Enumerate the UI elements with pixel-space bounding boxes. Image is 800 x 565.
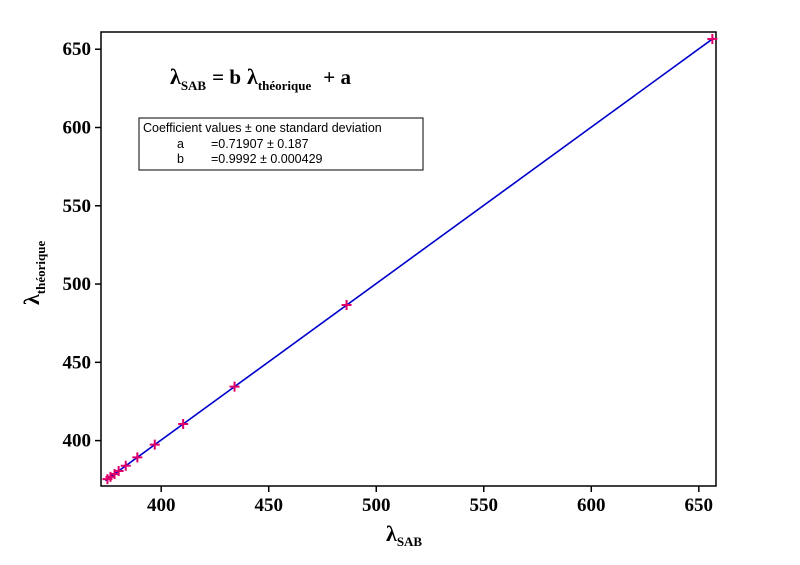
data-point — [178, 419, 189, 430]
y-axis-label-sub: théorique — [33, 241, 48, 295]
equation-lhs-sub: SAB — [181, 78, 207, 93]
fit-line — [104, 37, 715, 482]
y-tick-label: 400 — [63, 431, 92, 452]
y-axis-label: λthéorique — [19, 241, 48, 305]
x-axis: 400 450 500 550 600 650 — [147, 486, 713, 516]
equation-rhs-sub: théorique — [258, 78, 312, 93]
coefficient-b-value: =0.9992 ± 0.000429 — [211, 152, 323, 166]
data-point — [149, 439, 160, 450]
y-tick-label: 650 — [63, 39, 92, 60]
y-tick-label: 450 — [63, 352, 92, 373]
y-axis: 400 450 500 550 600 650 — [63, 39, 101, 452]
equation-lhs-symbol: λ — [170, 64, 181, 89]
x-axis-label: λSAB — [386, 521, 422, 549]
data-point — [707, 34, 718, 45]
x-tick-label: 550 — [470, 495, 499, 516]
data-point — [341, 300, 352, 311]
x-tick-label: 400 — [147, 495, 176, 516]
x-axis-label-sub: SAB — [397, 534, 423, 549]
plot-frame — [100, 31, 717, 487]
x-tick-label: 500 — [362, 495, 391, 516]
coefficients-header: Coefficient values ± one standard deviat… — [143, 121, 382, 135]
data-point — [132, 452, 143, 463]
y-tick-label: 600 — [63, 117, 92, 138]
equation-tail: + a — [323, 65, 351, 89]
data-points — [102, 34, 718, 485]
x-tick-label: 450 — [254, 495, 283, 516]
coefficient-b-name: b — [177, 152, 184, 166]
coefficients-box: Coefficient values ± one standard deviat… — [138, 117, 424, 171]
x-tick-label: 600 — [577, 495, 606, 516]
data-point — [229, 381, 240, 392]
x-tick-label: 650 — [685, 495, 714, 516]
equation-middle: = b — [212, 65, 241, 89]
y-tick-label: 550 — [63, 196, 92, 217]
y-axis-label-symbol: λ — [19, 294, 44, 305]
coefficient-a-name: a — [177, 137, 184, 151]
data-point — [120, 460, 131, 471]
equation-title: λSAB = b λthéorique + a — [170, 64, 351, 93]
y-tick-label: 500 — [63, 274, 92, 295]
x-axis-label-symbol: λ — [386, 521, 397, 546]
coefficient-a-value: =0.71907 ± 0.187 — [211, 137, 309, 151]
coefficients-box-frame — [138, 117, 424, 171]
data-point — [113, 465, 124, 476]
equation-rhs-symbol: λ — [247, 64, 258, 89]
